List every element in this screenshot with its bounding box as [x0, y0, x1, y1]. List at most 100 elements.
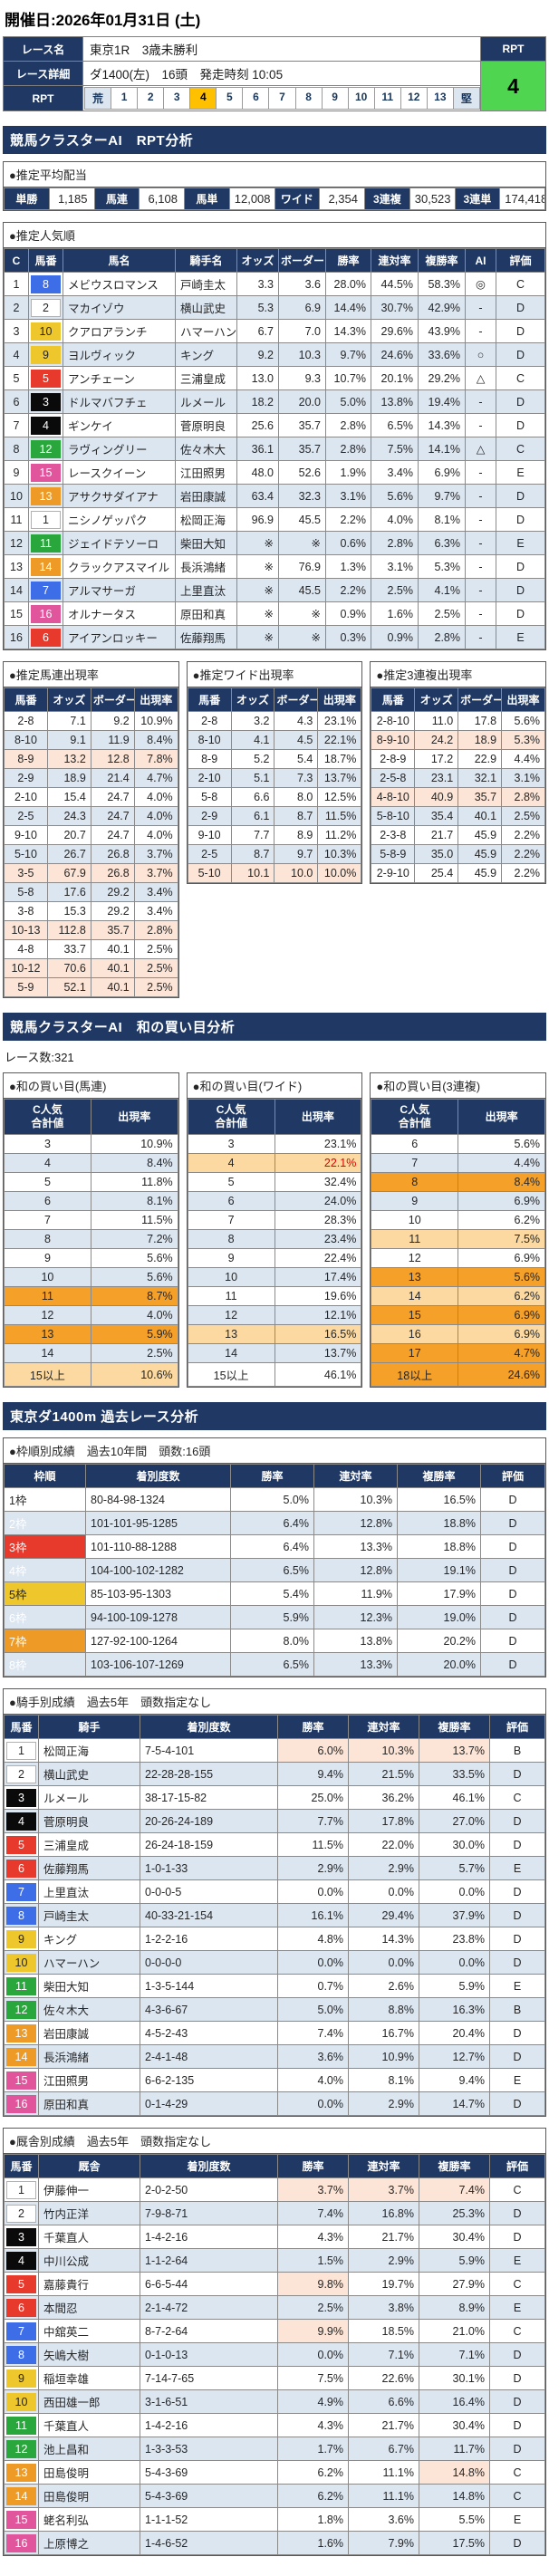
occurrence-rate-cell: 2.5%: [133, 958, 178, 978]
stats-row: 14 田島俊明 5-4-3-69 6.2% 11.1% 14.8% C: [4, 2484, 545, 2508]
ai-mark-cell: -: [465, 578, 496, 602]
eval-cell: C: [489, 2460, 545, 2485]
horse-number-badge: 10: [31, 322, 61, 341]
combination-cell: 2-5-8: [371, 768, 416, 788]
show-rate-cell: 11.7%: [419, 2437, 490, 2461]
horse-number-badge: 4: [6, 2251, 36, 2270]
payout-value: 6,108: [139, 187, 185, 210]
win-rate-cell: 1.6%: [277, 2531, 349, 2555]
show-rate-cell: 20.4%: [419, 2021, 490, 2045]
win-rate-cell: 7.4%: [277, 2201, 349, 2225]
odds-cell: 6.7: [236, 319, 279, 343]
combination-cell: 2-9-10: [371, 863, 416, 883]
jockey-name-cell: 上里直汰: [175, 578, 237, 602]
quinella-rate-cell: 2.9%: [348, 1856, 419, 1880]
record-cell: 8-7-2-64: [140, 2319, 278, 2343]
stats-row: 4 菅原明良 20-26-24-189 7.7% 17.8% 27.0% D: [4, 1809, 545, 1833]
rank-cell: 8: [4, 437, 29, 461]
column-header: 馬番: [4, 2154, 39, 2178]
column-header: 連対率: [313, 1464, 398, 1488]
win-rate-cell: 0.9%: [325, 601, 371, 626]
border-cell: 32.3: [278, 484, 326, 508]
frame-stats-tbody: 枠順 着別度数 勝率 連対率 複勝率 評価 1枠 80-84-98-1324 5.0% 10.3%…: [4, 1464, 545, 1677]
eval-cell: D: [489, 1903, 545, 1927]
combination-cell: 8-10: [187, 730, 232, 750]
sum-value-cell: 3: [187, 1134, 275, 1154]
column-header: 連対率: [348, 1715, 419, 1739]
column-header: 馬名: [63, 248, 176, 273]
record-cell: 0-0-0-5: [140, 1879, 278, 1904]
odds-cell: 15.4: [46, 787, 92, 807]
stable-name-cell: 嘉藤貴行: [38, 2272, 140, 2296]
border-cell: 24.7: [90, 806, 135, 826]
jockey-name-cell: 長浜鴻緒: [38, 2044, 140, 2069]
odds-cell: 35.0: [414, 844, 459, 864]
horse-number-badge: 14: [31, 557, 61, 576]
horse-number-cell: 1: [4, 1738, 39, 1763]
stats-row: 8枠 103-106-107-1269 6.5% 13.3% 20.0% D: [4, 1652, 545, 1677]
rpt-scale-cell-11: 11: [373, 87, 401, 110]
stats-row: 2 竹内正洋 7-9-8-71 7.4% 16.8% 25.3% D: [4, 2201, 545, 2225]
sum-value-cell: 6: [4, 1191, 92, 1211]
odds-cell: 11.0: [414, 711, 459, 731]
eval-cell: B: [489, 1738, 545, 1763]
sum-value-cell: 15以上: [187, 1362, 275, 1387]
rank-cell: 16: [4, 625, 29, 649]
odds-cell: 33.7: [46, 939, 92, 959]
wa-table-0: C人気 合計値 出現率 3 10.9% 4 8.4% 5 11.8% 6 8.1% 7 11.5% 8 7…: [4, 1099, 178, 1387]
show-rate-cell: 0.0%: [419, 1879, 490, 1904]
record-cell: 104-100-102-1282: [85, 1558, 231, 1582]
horse-number-badge: 9: [6, 1929, 36, 1948]
wa-row: 15以上 10.6%: [4, 1362, 178, 1387]
occurrence-rate-cell: 46.1%: [274, 1362, 362, 1387]
jockey-stats-tbody-header-row: 馬番 騎手 着別度数 勝率 連対率 複勝率 評価: [4, 1715, 545, 1739]
horse-name-cell: ギンケイ: [63, 413, 176, 437]
horse-name-cell: クアロアランチ: [63, 319, 176, 343]
occurrence-rate-cell: 12.1%: [274, 1305, 362, 1325]
win-rate-cell: 4.3%: [277, 2413, 349, 2437]
stable-stats-title: ●厩舎別成績 過去5年 頭数指定なし: [4, 2129, 545, 2154]
odds-cell: 25.4: [414, 863, 459, 883]
jockey-name-cell: 菅原明良: [38, 1809, 140, 1833]
occurrence-rate-cell: 2.2%: [501, 825, 546, 845]
stats-row: 1 松岡正海 7-5-4-101 6.0% 10.3% 13.7% B: [4, 1738, 545, 1763]
jockey-name-cell: 上里直汰: [38, 1879, 140, 1904]
horse-number-badge: 7: [6, 2321, 36, 2341]
occurrence-rate-cell: 2.5%: [133, 977, 178, 997]
wa-row: 11 7.5%: [371, 1229, 546, 1249]
stats-row: 16 上原博之 1-4-6-52 1.6% 7.9% 17.5% D: [4, 2531, 545, 2555]
ai-mark-cell: ◎: [465, 272, 496, 296]
avg-payout-title: ●推定平均配当: [4, 162, 545, 187]
eval-cell: D: [489, 1879, 545, 1904]
page-title: 開催日:2026年01月31日 (土): [5, 12, 201, 29]
record-cell: 1-4-2-16: [140, 2413, 278, 2437]
rpt-row-label: RPT: [3, 85, 83, 111]
wa-row: 5 11.8%: [4, 1172, 178, 1192]
jockey-name-cell: 横山武史: [175, 295, 237, 320]
column-header: 評価: [496, 248, 545, 273]
stats-row: 2枠 101-101-95-1285 6.4% 12.8% 18.8% D: [4, 1511, 545, 1535]
show-rate-cell: 5.3%: [418, 554, 466, 579]
eval-cell: D: [489, 2091, 545, 2116]
occurrence-row: 2-5 8.7 9.7 10.3%: [187, 844, 362, 864]
stable-stats-table: 馬番 厩舎 着別度数 勝率 連対率 複勝率 評価 1 伊藤伸一 2-0-2-50 3.7% 3.7% 7…: [4, 2154, 545, 2555]
horse-number-badge: 14: [6, 2047, 36, 2066]
rank-cell: 12: [4, 531, 29, 555]
rank-cell: 11: [4, 507, 29, 532]
sum-value-cell: 10: [187, 1267, 275, 1287]
sum-value-cell: 8: [4, 1229, 92, 1249]
occurrence-rate-cell: 4.0%: [133, 787, 178, 807]
occurrence-rate-cell: 5.9%: [90, 1324, 178, 1344]
wa-header-row: C人気 合計値 出現率: [4, 1099, 178, 1135]
eval-cell: E: [489, 2068, 545, 2092]
rank-cell: 5: [4, 366, 29, 390]
sum-value-cell: 14: [187, 1343, 275, 1363]
stats-row: 6 本間忍 2-1-4-72 2.5% 3.8% 8.9% E: [4, 2295, 545, 2320]
frame-cell: 5枠: [4, 1581, 86, 1606]
payout-label: ワイド: [274, 187, 321, 210]
combination-cell: 10-13: [4, 920, 48, 940]
wa-row: 18以上 24.6%: [371, 1362, 546, 1387]
border-cell: 22.9: [458, 749, 503, 769]
wa-box-1: ●和の買い目(ワイド) C人気 合計値 出現率 3 23.1% 4 22.1% 5 32.4% 6…: [186, 1072, 363, 1388]
wa-header-row: C人気 合計値 出現率: [187, 1099, 362, 1135]
